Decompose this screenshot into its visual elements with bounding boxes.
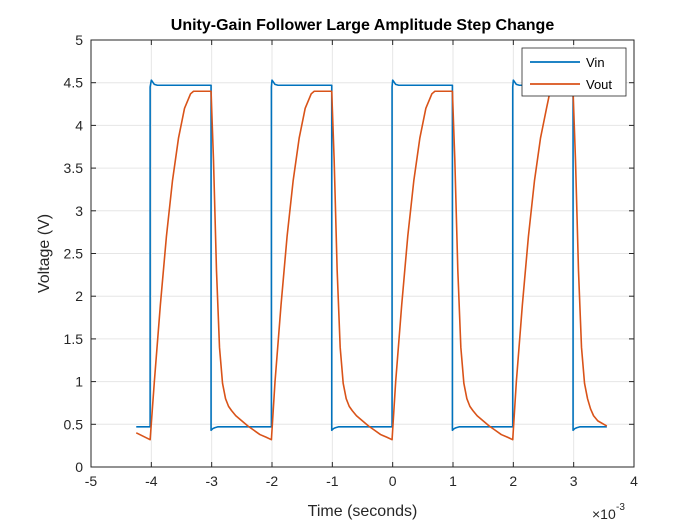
x-axis-label: Time (seconds) xyxy=(308,503,418,520)
y-tick-label: 3 xyxy=(75,203,83,219)
y-tick-label: 4.5 xyxy=(64,75,84,91)
x-tick-label: -2 xyxy=(266,473,279,489)
x-tick-label: 3 xyxy=(570,473,578,489)
x-exponent-power: -3 xyxy=(616,502,625,513)
x-tick-label: 2 xyxy=(509,473,517,489)
legend-label-vout: Vout xyxy=(586,77,612,92)
x-tick-label: -3 xyxy=(205,473,218,489)
y-tick-label: 2.5 xyxy=(64,246,84,262)
y-tick-label: 0 xyxy=(75,459,83,475)
x-tick-label: -5 xyxy=(85,473,98,489)
y-tick-label: 1 xyxy=(75,374,83,390)
series-line-vout xyxy=(135,90,608,441)
y-tick-label: 5 xyxy=(75,32,83,48)
x-tick-label: 1 xyxy=(449,473,457,489)
y-axis-label: Voltage (V) xyxy=(36,214,53,293)
y-tick-label: 1.5 xyxy=(64,331,84,347)
chart-title: Unity-Gain Follower Large Amplitude Step… xyxy=(171,17,555,34)
y-tick-label: 3.5 xyxy=(64,160,84,176)
series-layer xyxy=(135,79,608,441)
x-tick-label: -1 xyxy=(326,473,339,489)
x-tick-label: 0 xyxy=(389,473,397,489)
y-tick-label: 0.5 xyxy=(64,416,84,432)
legend-label-vin: Vin xyxy=(586,55,605,70)
x-exponent-base: ×10 xyxy=(592,506,616,522)
x-axis-exponent: ×10 -3 xyxy=(592,502,625,522)
y-tick-label: 2 xyxy=(75,288,83,304)
ticks: -5 -4 -3 -2 -1 0 1 2 3 4 0 0.5 1 1.5 2 2.5 3 3.5 4 4.5 5 xyxy=(64,32,639,489)
legend: Vin Vout xyxy=(521,47,627,97)
series-line-vin xyxy=(136,79,607,432)
x-tick-label: 4 xyxy=(630,473,638,489)
y-tick-label: 4 xyxy=(75,117,83,133)
x-tick-label: -4 xyxy=(145,473,158,489)
legend-box xyxy=(521,47,627,97)
